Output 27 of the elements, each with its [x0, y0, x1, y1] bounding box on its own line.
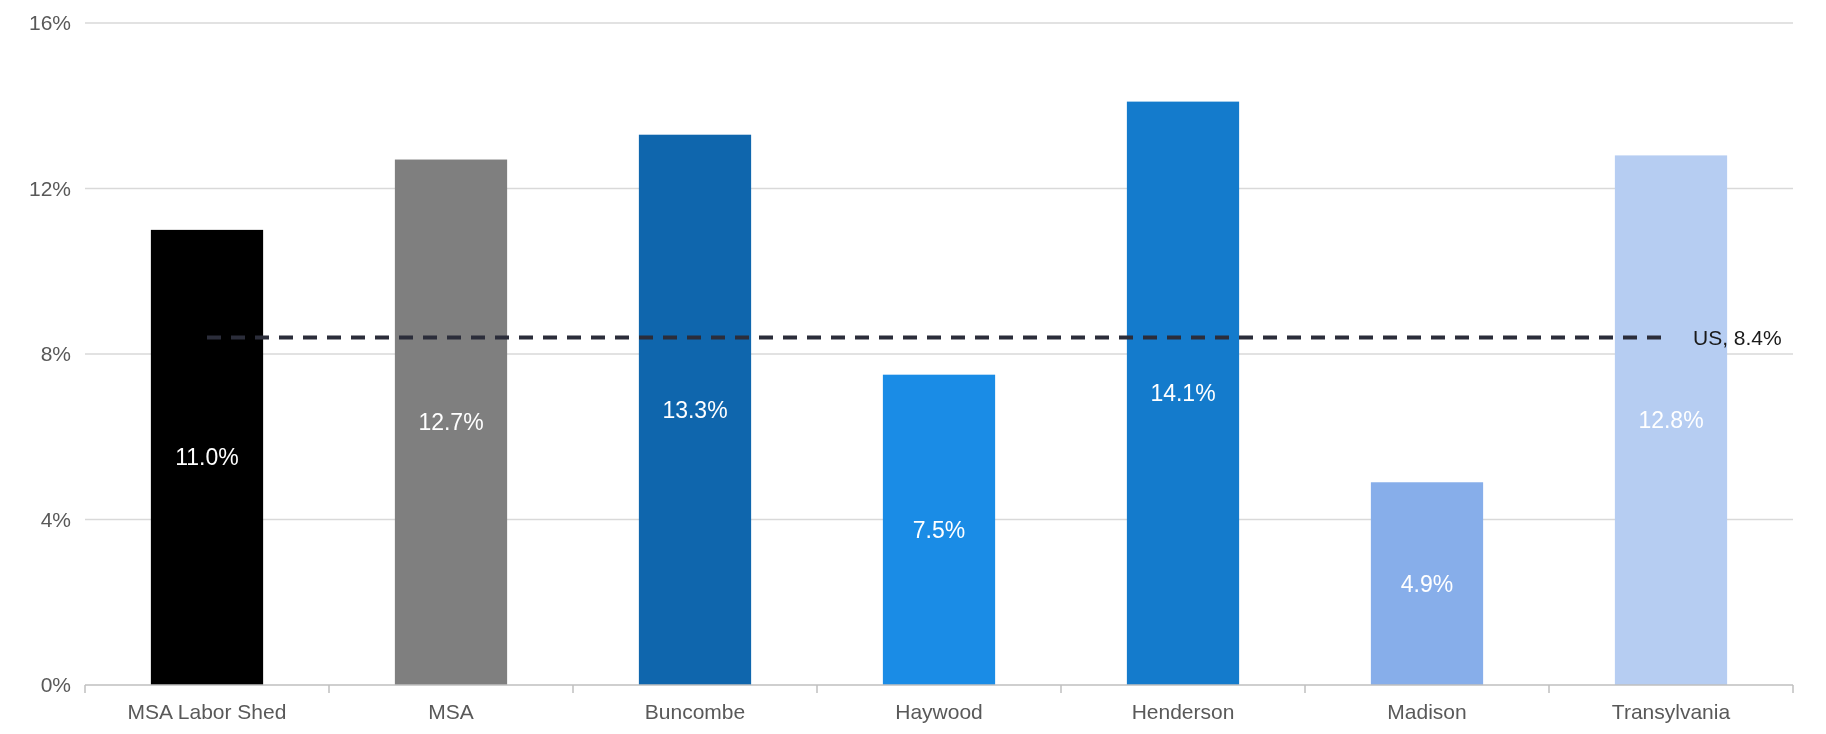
- y-tick-label: 16%: [28, 11, 71, 35]
- bar: [150, 229, 264, 685]
- x-tick-label: Buncombe: [644, 700, 746, 723]
- data-label: 11.0%: [175, 444, 239, 471]
- x-tick-label: Madison: [1387, 700, 1467, 723]
- data-label: 12.7%: [418, 409, 484, 436]
- ref-line-label: US, 8.4%: [1693, 325, 1782, 349]
- bar: [394, 159, 508, 685]
- bar: [1126, 101, 1240, 685]
- x-tick-label: MSA Labor Shed: [127, 700, 287, 723]
- y-tick-label: 0%: [40, 673, 71, 697]
- x-tick-label: Transylvania: [1611, 700, 1731, 723]
- data-label: 14.1%: [1150, 380, 1216, 407]
- x-tick-label: Henderson: [1131, 700, 1235, 723]
- bar: [638, 134, 752, 685]
- data-label: 13.3%: [662, 396, 728, 423]
- data-label: 4.9%: [1400, 570, 1454, 597]
- y-tick-label: 4%: [40, 507, 71, 531]
- y-tick-label: 12%: [28, 176, 71, 200]
- y-tick-label: 8%: [40, 342, 71, 366]
- bar: [1370, 482, 1484, 685]
- bar: [882, 374, 996, 685]
- data-label: 7.5%: [912, 516, 966, 543]
- bar: [1614, 155, 1728, 685]
- x-tick-label: Haywood: [895, 700, 983, 723]
- x-tick-label: MSA: [428, 700, 474, 723]
- data-label: 12.8%: [1638, 407, 1704, 434]
